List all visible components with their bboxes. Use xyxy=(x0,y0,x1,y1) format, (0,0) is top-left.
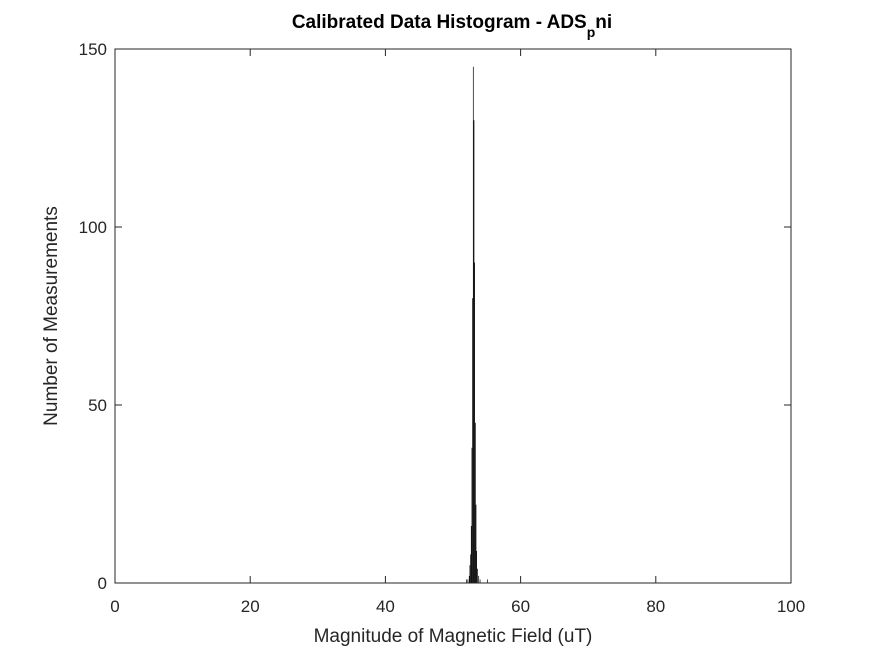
chart-title: Calibrated Data Histogram - ADSpni xyxy=(292,12,612,40)
y-tick-label-50: 50 xyxy=(88,396,107,415)
histogram-bar-16 xyxy=(479,579,481,583)
x-axis-label: Magnitude of Magnetic Field (uT) xyxy=(314,626,593,647)
histogram-bar-8 xyxy=(472,66,474,584)
chart-title-suffix: ni xyxy=(595,12,612,33)
x-tick-label-80: 80 xyxy=(646,597,665,616)
histogram-bar-1 xyxy=(467,579,469,583)
histogram-bar-13 xyxy=(476,550,478,583)
histogram-bar-9 xyxy=(473,120,475,583)
y-axis-label: Number of Measurements xyxy=(41,206,62,426)
histogram-bar-12 xyxy=(475,504,477,583)
histogram-bar-7 xyxy=(472,298,473,583)
histogram-bar-17 xyxy=(487,579,488,583)
y-tick-label-0: 0 xyxy=(98,574,107,593)
x-tick-label-20: 20 xyxy=(241,597,260,616)
y-tick-label-150: 150 xyxy=(79,40,107,59)
plot-area xyxy=(115,49,791,583)
histogram-bar-2 xyxy=(468,575,470,583)
histogram-bar-4 xyxy=(470,554,471,583)
x-tick-label-0: 0 xyxy=(110,597,119,616)
histogram-bar-14 xyxy=(477,568,478,583)
chart-title-main: Calibrated Data Histogram - ADS xyxy=(292,12,587,33)
histogram-bars xyxy=(466,66,488,584)
y-tick-labels: 0 50 100 150 xyxy=(79,40,107,593)
x-tick-label-60: 60 xyxy=(511,597,530,616)
histogram-bar-5 xyxy=(470,526,472,583)
y-tick-label-100: 100 xyxy=(79,218,107,237)
histogram-bar-0 xyxy=(466,579,467,583)
histogram-bar-15 xyxy=(478,575,480,583)
plot-frame xyxy=(114,48,792,584)
x-tick-labels: 0 20 40 60 80 100 xyxy=(110,597,805,616)
histogram-bar-6 xyxy=(471,447,473,583)
histogram-bar-3 xyxy=(469,565,471,583)
chart-title-subscript: p xyxy=(587,24,596,40)
histogram-bar-11 xyxy=(474,422,476,583)
x-tick-label-100: 100 xyxy=(777,597,805,616)
histogram-bar-10 xyxy=(474,262,475,583)
x-tick-label-40: 40 xyxy=(376,597,395,616)
